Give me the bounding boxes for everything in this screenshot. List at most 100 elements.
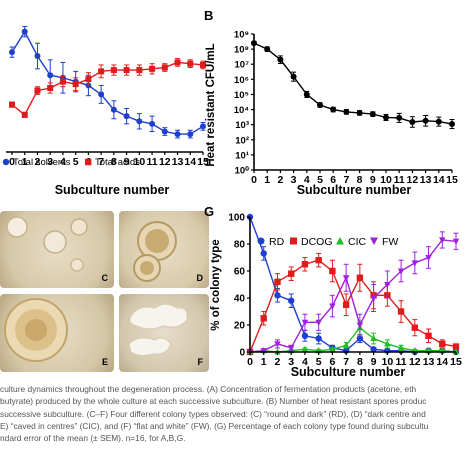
x-tick-label: 13	[172, 156, 184, 168]
data-point	[72, 81, 79, 88]
x-tick-label: 13	[423, 356, 435, 368]
data-point	[369, 111, 376, 118]
photo-d-colonies	[133, 221, 177, 282]
chart-b-xlabel: Subculture number	[297, 183, 412, 197]
legend-rd-label: RD	[269, 236, 285, 248]
y-tick-label: 10⁴	[234, 105, 250, 116]
data-point	[329, 267, 336, 275]
legend-acids-label: Total acids	[95, 157, 140, 168]
data-point	[187, 60, 194, 67]
data-point	[449, 121, 455, 128]
legend-acids-marker	[85, 158, 92, 166]
x-tick-label: 0	[251, 174, 257, 186]
data-point	[397, 268, 405, 275]
photo-e-colonies	[4, 298, 68, 362]
photo-f-label: F	[197, 357, 204, 367]
data-point	[342, 301, 350, 308]
data-point	[356, 274, 364, 281]
x-tick-label: 8	[357, 356, 363, 368]
x-tick-label: 6	[329, 356, 335, 368]
data-point	[396, 114, 403, 121]
x-tick-label: 10	[381, 356, 393, 368]
data-point	[85, 76, 92, 83]
legend-solvents-label: Total solvents	[13, 157, 71, 168]
legend-solvents-marker	[2, 158, 10, 166]
data-point	[301, 319, 309, 326]
x-tick-label: 4	[302, 356, 308, 368]
data-point	[161, 64, 168, 71]
data-point	[384, 340, 391, 347]
x-tick-label: 5	[316, 356, 322, 368]
y-tick-label: 10⁶	[234, 75, 249, 86]
data-point	[288, 270, 295, 277]
x-tick-label: 15	[446, 174, 458, 186]
data-point	[370, 295, 377, 302]
y-tick-label: 10⁹	[234, 30, 249, 41]
data-point	[303, 91, 310, 98]
legend-dcog-marker	[290, 237, 297, 245]
data-point	[370, 346, 377, 353]
x-tick-label: 1	[22, 156, 28, 168]
photo-e-label: E	[101, 357, 108, 367]
x-tick-label: 9	[124, 156, 130, 168]
panel-g-letter: G	[204, 204, 214, 219]
data-point	[174, 59, 181, 66]
data-point	[315, 257, 322, 264]
x-tick-label: 0	[247, 356, 253, 368]
data-point	[411, 260, 418, 267]
data-point	[9, 49, 15, 56]
x-tick-label: 2	[35, 156, 41, 168]
y-tick-label: 10¹	[235, 150, 249, 161]
photo-f: F	[119, 294, 209, 372]
chart-g-xlabel: Subculture number	[291, 365, 406, 379]
data-point	[149, 65, 156, 72]
chart-a-plot	[9, 26, 206, 139]
data-point	[383, 114, 389, 121]
data-point	[422, 117, 429, 124]
data-point	[329, 303, 336, 310]
photo-d-label: D	[196, 273, 204, 283]
series-line	[249, 326, 457, 353]
x-tick-label: 7	[98, 156, 104, 168]
data-point	[330, 106, 337, 113]
y-tick-label: 10²	[235, 135, 249, 146]
data-point	[123, 67, 130, 74]
x-tick-label: 3	[288, 356, 294, 368]
data-point	[452, 238, 460, 245]
data-point	[409, 119, 416, 126]
x-tick-label: 7	[343, 356, 349, 368]
data-point	[98, 68, 105, 75]
data-point	[34, 87, 41, 94]
data-point	[317, 102, 323, 109]
data-point	[274, 292, 281, 299]
data-point	[452, 343, 460, 350]
photo-c-label: C	[101, 273, 109, 283]
legend-fw-label: FW	[382, 236, 398, 248]
series-line	[249, 239, 457, 353]
photo-d: D	[119, 211, 209, 288]
chart-g-plot	[246, 213, 460, 356]
data-point	[439, 237, 446, 244]
chart-b-plot	[251, 40, 455, 130]
data-point	[356, 335, 364, 342]
data-point	[21, 111, 28, 118]
data-point	[9, 101, 15, 108]
data-point	[260, 315, 267, 322]
data-point	[260, 250, 267, 257]
data-point	[274, 341, 281, 348]
data-point	[342, 275, 350, 282]
chart-a-legend: Total solvents Total acids	[2, 157, 140, 168]
data-point	[435, 118, 442, 125]
data-point	[98, 91, 105, 98]
x-tick-label: 14	[436, 356, 448, 368]
series-line	[11, 61, 204, 116]
data-point	[136, 118, 143, 125]
y-tick-label: 100	[228, 213, 245, 224]
x-tick-label: 3	[291, 174, 297, 186]
photo-c-colonies	[6, 216, 88, 272]
x-tick-label: 9	[370, 174, 376, 186]
x-tick-label: 4	[60, 156, 66, 168]
y-tick-label: 0	[239, 348, 245, 359]
data-point	[288, 297, 295, 304]
data-point	[110, 67, 117, 74]
